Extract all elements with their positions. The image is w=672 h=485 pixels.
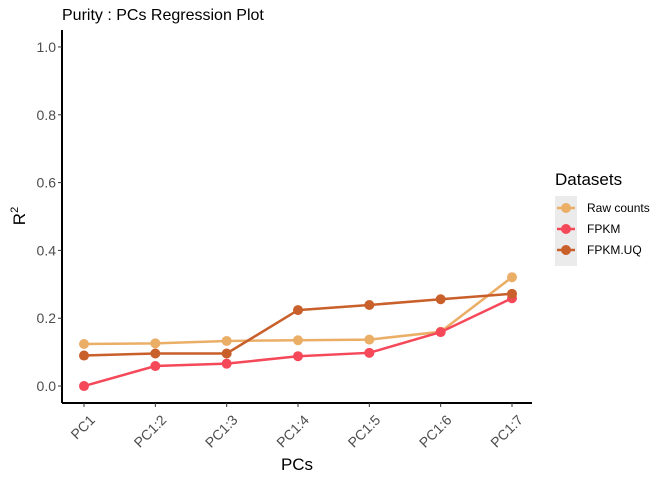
data-point [221, 335, 232, 346]
data-point [507, 272, 517, 283]
data-point [79, 350, 89, 361]
series-line [83, 292, 513, 357]
legend-label: Raw counts [587, 201, 650, 215]
data-point [150, 338, 161, 349]
data-point [293, 335, 303, 346]
data-point [79, 338, 89, 349]
y-tick-label: 0.6 [37, 175, 57, 191]
y-tick-label: 0.8 [37, 107, 57, 123]
data-point [150, 361, 161, 372]
x-tick-label: PC1:3 [202, 412, 241, 451]
y-axis-label-superscript: 2 [9, 207, 21, 213]
x-axis-label: PCs [281, 455, 313, 474]
x-tick-label: PC1 [67, 412, 98, 443]
svg-text:R2: R2 [9, 207, 29, 225]
legend-key-point [561, 203, 571, 213]
data-point [79, 381, 89, 392]
y-tick-label: 0.0 [37, 378, 57, 394]
data-point [507, 288, 517, 299]
y-tick-label: 1.0 [37, 39, 57, 55]
y-tick-label: 0.2 [37, 310, 57, 326]
y-axis-label-text: R [10, 213, 29, 225]
legend-key-point [561, 224, 571, 234]
data-point [364, 334, 375, 345]
chart-title: Purity : PCs Regression Plot [62, 7, 264, 24]
x-tick-label: PC1:2 [131, 412, 170, 451]
legend-key-point [561, 245, 571, 255]
legend-label: FPKM.UQ [587, 243, 642, 257]
x-tick-label: PC1:7 [487, 412, 526, 451]
data-point [435, 327, 446, 338]
legend-label: FPKM [587, 222, 620, 236]
data-point [221, 358, 232, 369]
legend: Raw counts FPKM FPKM.UQ [555, 196, 650, 266]
data-point [435, 294, 446, 305]
data-point [150, 348, 161, 359]
data-point [221, 348, 232, 359]
x-tick-label: PC1:6 [416, 412, 455, 451]
x-tick-label: PC1:5 [345, 412, 384, 451]
data-point [293, 305, 303, 316]
y-tick-label: 0.4 [37, 242, 57, 258]
series-fpkm-uq [79, 288, 517, 361]
data-point [364, 300, 375, 311]
data-point [364, 347, 375, 358]
legend-title: Datasets [555, 170, 622, 189]
x-tick-label: PC1:4 [273, 412, 312, 451]
y-axis-label: R2 [9, 207, 29, 225]
data-point [293, 351, 303, 362]
